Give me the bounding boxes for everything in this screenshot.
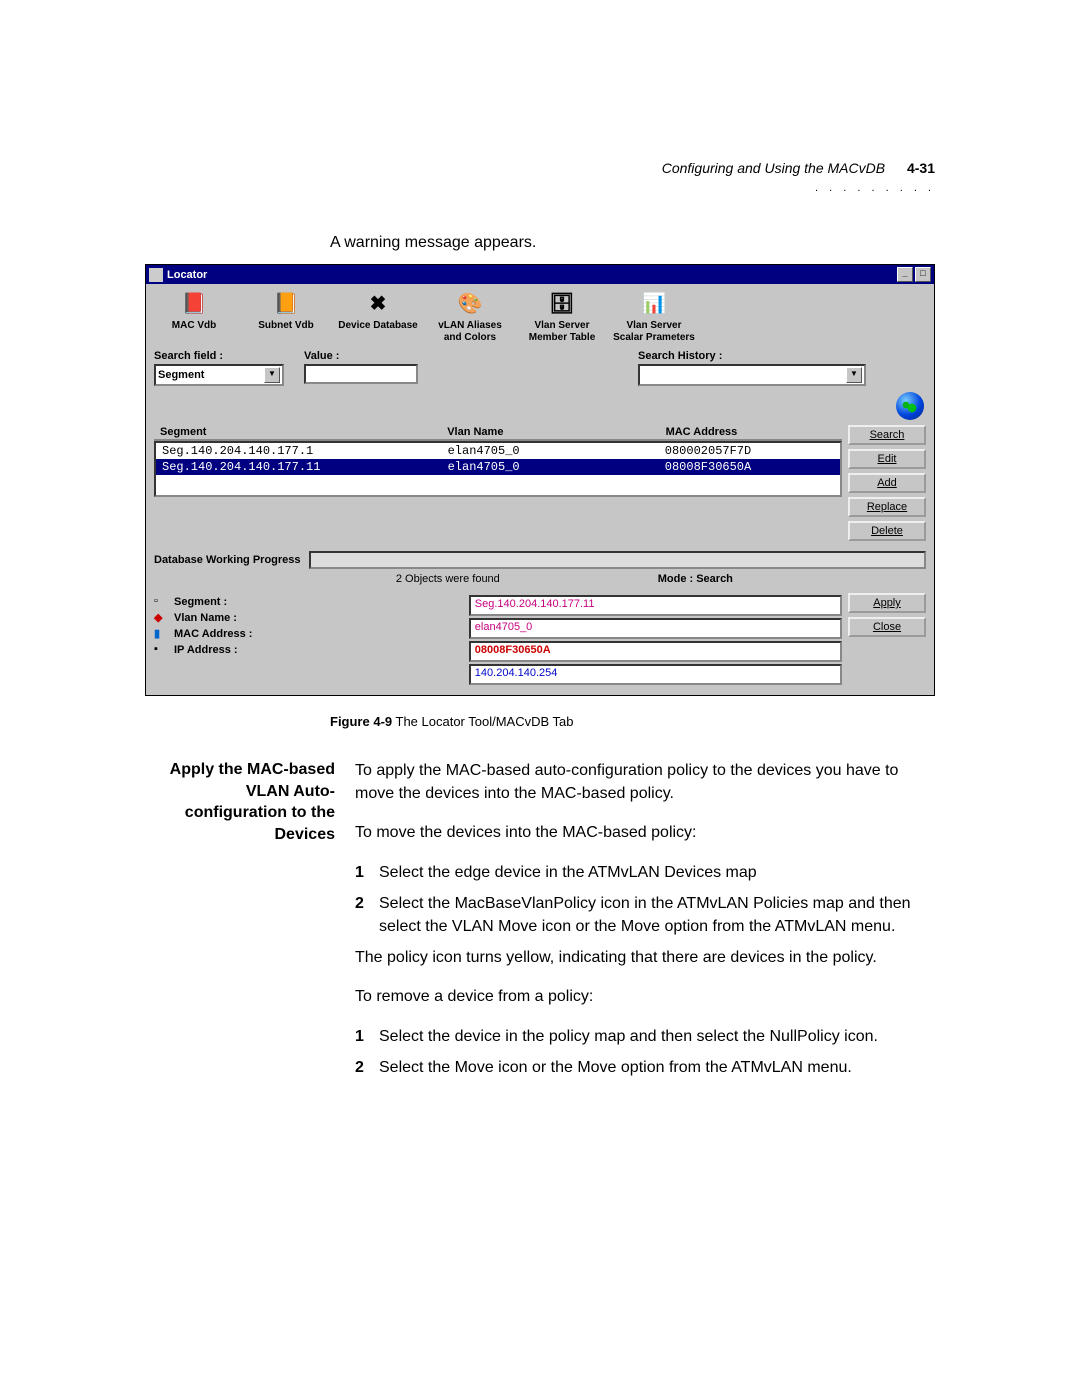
close-button[interactable]: Close [848,617,926,637]
app-icon [149,268,163,282]
para-2: To move the devices into the MAC-based p… [355,821,935,844]
window-title: Locator [167,269,207,281]
value-input[interactable] [304,364,418,384]
table-row[interactable]: Seg.140.204.140.177.11elan4705_008008F30… [156,459,840,475]
detail-vlan-value[interactable]: elan4705_0 [469,618,842,639]
toolbar-icon: 📙 [269,290,303,318]
toolbar-button[interactable]: 📊Vlan ServerScalar Prameters [608,288,700,346]
remove-step-1: 1Select the device in the policy map and… [355,1025,935,1048]
detail-vlan-label: Vlan Name : [174,612,237,624]
status-count: 2 Objects were found [347,573,549,585]
ip-icon: ▪ [154,643,168,657]
value-label: Value : [304,350,418,362]
history-label: Search History : [638,350,866,362]
remove-step-2: 2Select the Move icon or the Move option… [355,1056,935,1079]
header-dots: . . . . . . . . . [145,182,935,194]
detail-seg-label: Segment : [174,596,227,608]
minimize-button[interactable]: _ [897,267,913,282]
table-row[interactable]: Seg.140.204.140.177.1elan4705_0080002057… [156,443,840,459]
detail-seg-value[interactable]: Seg.140.204.140.177.11 [469,595,842,616]
caption-rest: The Locator Tool/MACvDB Tab [392,714,573,729]
search-field-select[interactable]: Segment ▼ [154,364,284,386]
para-1: To apply the MAC-based auto-configuratio… [355,759,935,805]
results-grid[interactable]: Seg.140.204.140.177.1elan4705_0080002057… [154,441,842,497]
search-field-label: Search field : [154,350,284,362]
titlebar: Locator _ □ [146,265,934,284]
toolbar-icon: 🎨 [453,290,487,318]
figure-caption: Figure 4-9 The Locator Tool/MACvDB Tab [330,714,935,729]
delete-button[interactable]: Delete [848,521,926,541]
para-3: The policy icon turns yellow, indicating… [355,946,935,969]
globe-icon[interactable] [896,392,924,420]
step-1: 1Select the edge device in the ATMvLAN D… [355,861,935,884]
section-body: To apply the MAC-based auto-configuratio… [355,759,935,1087]
chevron-down-icon[interactable]: ▼ [846,367,862,383]
detail-mac-value[interactable]: 08008F30650A [469,641,842,662]
vlan-icon: ◆ [154,611,168,625]
detail-ip-value[interactable]: 140.204.140.254 [469,664,842,685]
para-4: To remove a device from a policy: [355,985,935,1008]
toolbar: 📕MAC Vdb📙Subnet Vdb✖Device Database🎨vLAN… [146,284,934,348]
progress-label: Database Working Progress [154,554,301,566]
toolbar-icon: 📕 [177,290,211,318]
add-button[interactable]: Add [848,473,926,493]
intro-text: A warning message appears. [330,234,935,252]
history-select[interactable]: ▼ [638,364,866,386]
toolbar-button[interactable]: ✖Device Database [332,288,424,346]
col-segment: Segment [154,425,441,439]
page-header: Configuring and Using the MACvDB 4-31 [145,160,935,176]
status-mode: Mode : Search [549,573,842,585]
detail-ip-label: IP Address : [174,644,238,656]
page-number: 4-31 [907,160,935,176]
progress-bar [309,551,926,569]
toolbar-button[interactable]: 🎨vLAN Aliasesand Colors [424,288,516,346]
chevron-down-icon[interactable]: ▼ [264,367,280,383]
caption-bold: Figure 4-9 [330,714,392,729]
toolbar-icon: ✖ [361,290,395,318]
bottom-buttons: Apply Close [848,593,926,687]
toolbar-button[interactable]: 📕MAC Vdb [148,288,240,346]
edit-button[interactable]: Edit [848,449,926,469]
replace-button[interactable]: Replace [848,497,926,517]
grid-header: Segment Vlan Name MAC Address [154,425,842,441]
search-button[interactable]: Search [848,425,926,445]
toolbar-button[interactable]: 📙Subnet Vdb [240,288,332,346]
col-vlan: Vlan Name [441,425,659,439]
search-row: Search field : Segment ▼ Value : Search … [146,348,934,392]
detail-mac-label: MAC Address : [174,628,252,640]
side-buttons: Search Edit Add Replace Delete [848,425,926,541]
maximize-button[interactable]: □ [915,267,931,282]
col-mac: MAC Address [660,425,878,439]
toolbar-icon: 📊 [637,290,671,318]
apply-button[interactable]: Apply [848,593,926,613]
locator-window: Locator _ □ 📕MAC Vdb📙Subnet Vdb✖Device D… [145,264,935,696]
section-heading: Apply the MAC-based VLAN Auto-configurat… [145,759,335,1087]
toolbar-icon: 🗄 [545,290,579,318]
header-title: Configuring and Using the MACvDB [662,160,885,176]
step-2: 2Select the MacBaseVlanPolicy icon in th… [355,892,935,938]
toolbar-button[interactable]: 🗄Vlan ServerMember Table [516,288,608,346]
mac-icon: ▮ [154,627,168,641]
search-field-value: Segment [158,369,204,381]
segment-icon: ▫ [154,595,168,609]
